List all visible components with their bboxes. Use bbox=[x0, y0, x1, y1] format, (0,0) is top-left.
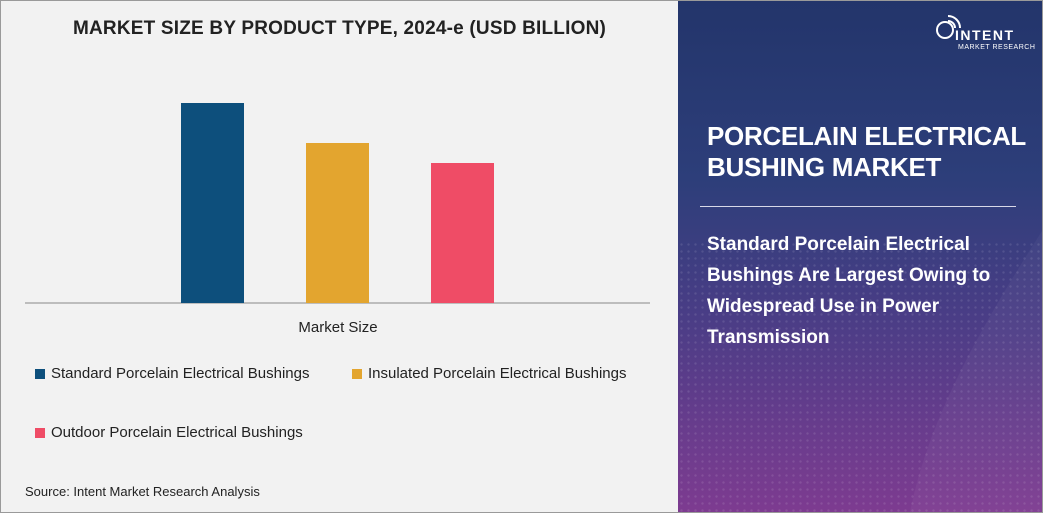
decorative-curve bbox=[910, 231, 1042, 512]
bar-insulated bbox=[306, 143, 369, 303]
bar-outdoor bbox=[431, 163, 494, 303]
legend-label: Outdoor Porcelain Electrical Bushings bbox=[51, 424, 303, 441]
logo-name: INTENT bbox=[955, 27, 1015, 43]
source-note: Source: Intent Market Research Analysis bbox=[25, 484, 260, 499]
chart-title: MARKET SIZE BY PRODUCT TYPE, 2024-e (USD… bbox=[72, 18, 607, 39]
legend-item-outdoor: Outdoor Porcelain Electrical Bushings bbox=[35, 424, 303, 441]
legend-label: Standard Porcelain Electrical Bushings bbox=[51, 365, 310, 382]
legend-swatch bbox=[35, 368, 45, 379]
intent-logo: INTENT MARKET RESEARCH bbox=[936, 13, 1036, 59]
bar-standard bbox=[181, 103, 244, 303]
world-map-dots bbox=[678, 241, 1042, 512]
logo-subtitle: MARKET RESEARCH bbox=[958, 44, 1036, 51]
chart-panel: MARKET SIZE BY PRODUCT TYPE, 2024-e (USD… bbox=[1, 1, 678, 512]
x-axis-label: Market Size bbox=[298, 319, 377, 336]
divider bbox=[700, 206, 1016, 207]
wifi-signal-icon bbox=[936, 15, 961, 39]
market-title: PORCELAIN ELECTRICAL BUSHING MARKET bbox=[707, 121, 1026, 182]
bar-chart: Market Size bbox=[25, 103, 650, 336]
market-summary: Standard Porcelain Electrical Bushings A… bbox=[707, 234, 991, 348]
legend-item-standard: Standard Porcelain Electrical Bushings bbox=[35, 365, 309, 382]
legend-item-insulated: Insulated Porcelain Electrical Bushings bbox=[352, 365, 626, 382]
legend-swatch bbox=[352, 368, 362, 379]
legend-swatch bbox=[35, 427, 45, 438]
summary-panel: INTENT MARKET RESEARCH PORCELAIN ELECTRI… bbox=[678, 1, 1042, 512]
legend-label: Insulated Porcelain Electrical Bushings bbox=[368, 365, 627, 382]
